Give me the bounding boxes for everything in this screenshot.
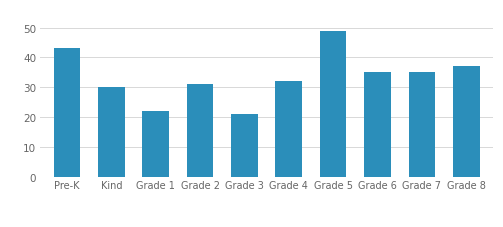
Bar [142,112,169,177]
Bar [453,67,480,177]
Bar [320,32,347,177]
Bar [276,82,302,177]
Bar [187,85,213,177]
Bar [408,73,435,177]
Bar [364,73,391,177]
Bar [231,115,258,177]
Bar [53,49,80,177]
Bar [98,88,125,177]
